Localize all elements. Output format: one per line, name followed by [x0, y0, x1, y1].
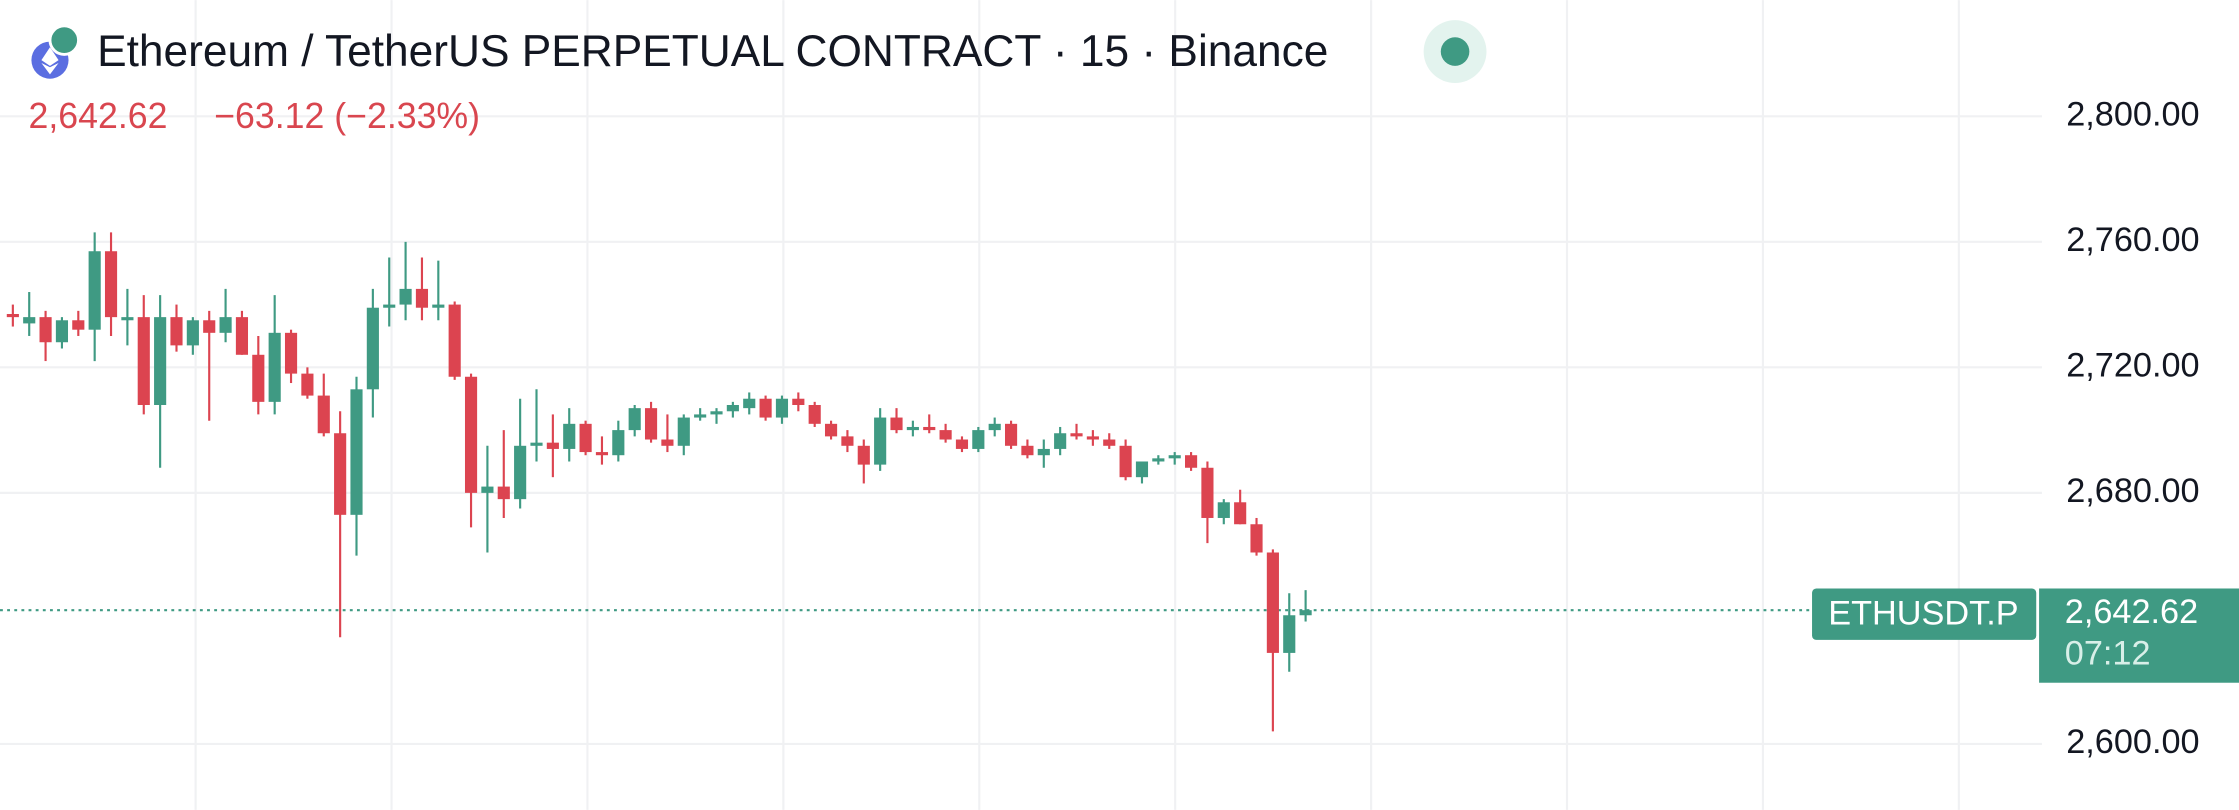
candle-body: [808, 405, 821, 424]
candle-body: [1266, 552, 1279, 653]
candle-body: [104, 251, 118, 318]
status-dot: [1440, 37, 1470, 66]
candle-body: [432, 304, 445, 308]
candle-body: [219, 317, 232, 333]
candle-body: [841, 436, 854, 446]
y-tick-label: 2,720.00: [2066, 346, 2199, 384]
last-price: 2,642.62: [29, 96, 168, 136]
candle-body: [448, 304, 461, 377]
candle-body: [121, 317, 134, 321]
y-tick-label: 2,600.00: [2066, 723, 2199, 761]
candle-body: [988, 423, 1001, 431]
y-tick-label: 2,800.00: [2066, 95, 2199, 133]
candle-body: [824, 423, 838, 437]
candle-body: [874, 417, 887, 465]
candle-body: [1283, 615, 1296, 653]
candle-body: [955, 439, 969, 449]
candle-body: [1201, 467, 1214, 518]
candle-body: [628, 408, 641, 431]
candle-body: [235, 317, 249, 355]
countdown: 07:12: [2065, 635, 2151, 673]
candle-body: [203, 320, 216, 333]
candle-body: [268, 332, 281, 402]
candle-body: [137, 317, 150, 405]
price-change: −63.12 (−2.33%): [214, 96, 480, 136]
candle-body: [923, 426, 936, 431]
candle-body: [1135, 461, 1149, 478]
candle-body: [514, 445, 527, 500]
tether-icon: [48, 24, 80, 56]
symbol-badge: [1812, 588, 2037, 640]
candle-body: [661, 439, 674, 446]
candle-body: [1004, 423, 1018, 446]
candle-body: [644, 408, 658, 440]
candle-body: [350, 389, 363, 515]
candle-body: [710, 411, 723, 415]
candle-body: [383, 304, 396, 308]
candle-body: [415, 288, 429, 308]
candle-body: [1152, 458, 1165, 462]
candle-body: [1234, 502, 1247, 525]
candle-body: [55, 320, 69, 343]
candle-body: [939, 430, 952, 440]
eth-glyph: [41, 47, 59, 75]
y-tick-label: 2,760.00: [2066, 221, 2199, 259]
candle-body: [6, 313, 19, 318]
candle-body: [1299, 610, 1312, 616]
price-tag-label: 2,642.62: [2065, 593, 2198, 631]
candle-body: [72, 320, 85, 330]
candle-body: [530, 442, 543, 446]
candle-body: [694, 414, 707, 418]
price-tag: [2039, 588, 2239, 683]
candle-body: [726, 405, 739, 412]
candle-body: [743, 398, 756, 409]
candle-body: [857, 445, 870, 465]
candle-body: [1119, 445, 1132, 478]
symbol-label: ETHUSDT.P: [1828, 595, 2018, 633]
candle-body: [284, 332, 298, 374]
candle-body: [399, 288, 412, 305]
candle-body: [1054, 433, 1067, 449]
candle-body: [1021, 445, 1034, 456]
candle-body: [23, 317, 36, 324]
candle-body: [301, 373, 314, 396]
chart-title: Ethereum / TetherUS PERPETUAL CONTRACT ·…: [97, 27, 1328, 76]
candle-body: [366, 307, 379, 390]
candle-body: [612, 430, 625, 456]
candle-body: [775, 398, 789, 418]
candle-body: [1037, 448, 1050, 456]
candle-body: [906, 426, 919, 431]
candle-body: [890, 417, 903, 431]
candle-body: [1103, 439, 1116, 446]
candle-body: [1086, 436, 1099, 440]
candle-body: [170, 317, 183, 346]
candle-body: [1217, 502, 1230, 518]
candle-body: [481, 486, 494, 493]
candle-body: [1250, 524, 1263, 553]
candle-body: [972, 430, 985, 449]
candle-body: [464, 376, 478, 493]
candle-body: [334, 433, 347, 515]
candle-body: [497, 486, 510, 500]
candle-body: [677, 417, 690, 446]
candle-body: [595, 452, 609, 456]
candle-body: [252, 354, 265, 402]
candle-body: [563, 423, 576, 449]
candle-body: [154, 317, 167, 405]
candle-body: [1184, 455, 1198, 468]
candle-body: [39, 317, 52, 343]
candle-body: [88, 251, 101, 330]
candle-body: [1070, 433, 1083, 437]
candle-body: [1168, 455, 1181, 459]
candle-body: [579, 423, 592, 453]
candle-body: [546, 442, 559, 449]
candles: [6, 232, 1312, 732]
candle-body: [186, 320, 199, 346]
y-tick-label: 2,680.00: [2066, 472, 2199, 510]
candle-body: [759, 398, 772, 418]
candle-body: [792, 398, 805, 405]
candle-body: [317, 395, 330, 434]
